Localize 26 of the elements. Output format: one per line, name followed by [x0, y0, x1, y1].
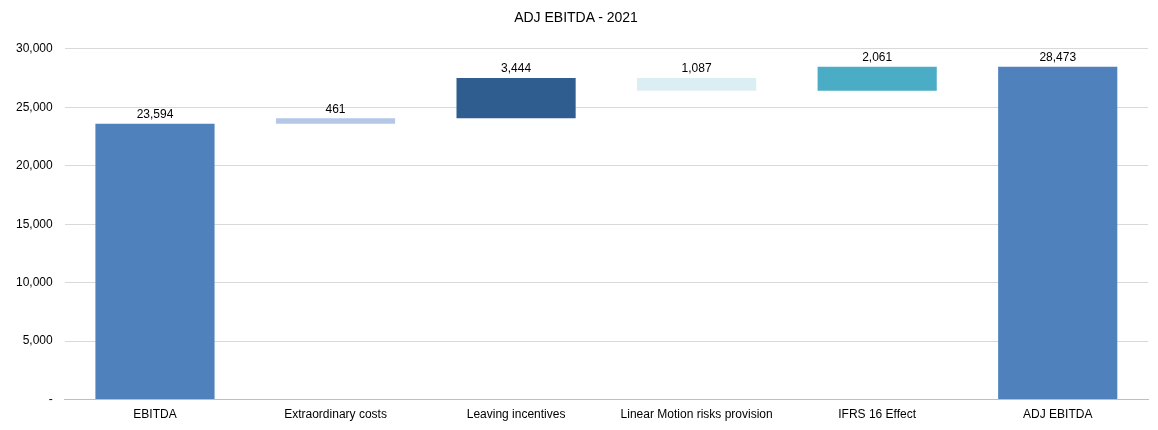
chart-title: ADJ EBITDA - 2021 [514, 9, 639, 26]
x-tick-label: Extraordinary costs [284, 407, 387, 422]
x-tick-label: Leaving incentives [466, 407, 566, 422]
y-tick-label: 15,000 [16, 216, 54, 231]
x-tick-label: ADJ EBITDA [1023, 407, 1093, 422]
bar [95, 123, 215, 400]
data-label: 28,473 [1039, 49, 1077, 64]
bar [817, 66, 937, 91]
data-label: 23,594 [136, 107, 174, 122]
data-label: 2,061 [862, 49, 893, 64]
y-tick-label: 30,000 [16, 41, 54, 56]
x-tick-label: Linear Motion risks provision [620, 407, 773, 422]
y-tick-label: - [48, 391, 53, 406]
y-tick-label: 25,000 [16, 99, 54, 114]
y-tick-label: 5,000 [22, 333, 54, 348]
data-label: 3,444 [501, 61, 532, 76]
x-tick-label: EBITDA [133, 407, 177, 422]
y-tick-label: 20,000 [16, 158, 54, 173]
data-label: 1,087 [681, 61, 712, 76]
x-tick-label: IFRS 16 Effect [838, 407, 917, 422]
bar [637, 78, 757, 91]
bar [998, 66, 1118, 400]
data-label: 461 [325, 101, 346, 116]
bar [456, 78, 576, 119]
bar [275, 118, 396, 124]
y-tick-label: 10,000 [16, 274, 54, 289]
